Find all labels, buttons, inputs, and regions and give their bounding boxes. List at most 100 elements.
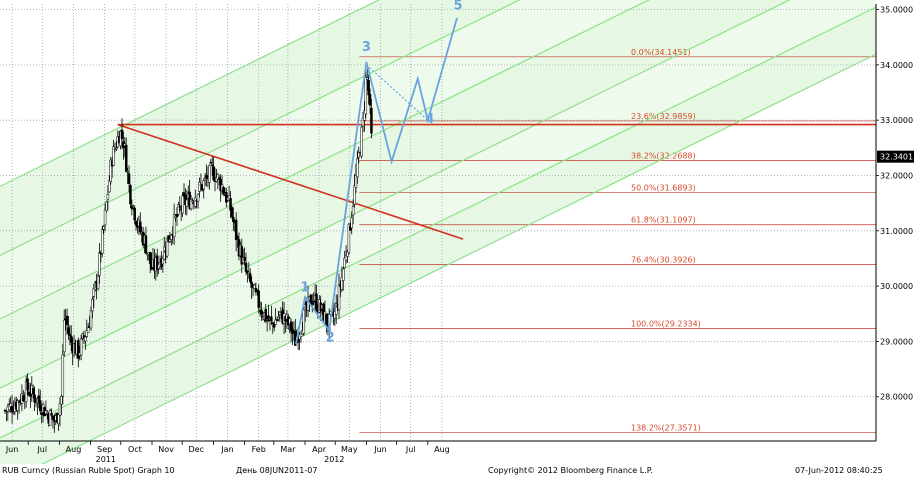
candle-body: [31, 388, 35, 395]
channel-line: [0, 0, 791, 389]
wave-projection: [295, 17, 458, 345]
candle-body: [191, 200, 194, 203]
candle-body: [216, 174, 220, 180]
candle-body: [167, 235, 170, 243]
y-tick-label: 31.0000: [880, 227, 913, 236]
candle-body: [264, 308, 267, 322]
candle-body: [315, 293, 318, 312]
footer-copyright: Copyright© 2012 Bloomberg Finance L.P.: [488, 466, 653, 475]
candle-body: [86, 327, 90, 333]
candle-body: [351, 206, 355, 216]
candle-body: [288, 318, 291, 325]
candle-body: [277, 316, 280, 320]
candle-body: [124, 144, 128, 172]
candle-body: [37, 395, 41, 403]
candle-body: [101, 229, 104, 254]
candle-body: [103, 209, 107, 226]
candle-body: [208, 165, 211, 183]
candle-body: [105, 201, 108, 211]
candle-body: [115, 147, 118, 150]
candle-body: [98, 252, 101, 276]
candle-body: [248, 273, 252, 282]
candle-body: [260, 310, 263, 315]
candle-body: [61, 354, 65, 397]
candle-body: [132, 205, 135, 207]
candle-body: [106, 194, 110, 200]
candle-body: [349, 225, 352, 231]
candle-body: [353, 185, 356, 205]
candle-body: [22, 395, 25, 402]
candle-body: [50, 413, 53, 416]
x-tick-label: Aug: [434, 445, 450, 454]
candle-body: [65, 315, 69, 326]
wave-labels: 1 2 3 4 5: [300, 0, 462, 345]
last-price-tag: [877, 150, 914, 163]
candle-body: [299, 332, 303, 337]
candle-body: [161, 258, 165, 265]
candle-body: [10, 406, 14, 413]
candle-body: [243, 256, 246, 262]
x-tick-label: Jul: [405, 445, 416, 454]
candle-body: [350, 217, 353, 229]
candle-body: [229, 197, 232, 211]
footer-period: День 08JUN2011-07: [236, 466, 318, 475]
grid-lines: [0, 4, 876, 441]
candle-body: [68, 333, 72, 336]
candle-body: [24, 380, 28, 402]
candle-body: [58, 403, 62, 416]
candle-body: [170, 234, 173, 240]
candle-body: [298, 334, 301, 340]
price-candles: [3, 69, 373, 433]
candle-body: [342, 268, 345, 281]
x-tick-label: Mar: [280, 445, 296, 454]
candle-body: [368, 93, 372, 106]
candle-body: [16, 400, 19, 411]
y-tick-label: 34.0000: [880, 61, 913, 70]
y-tick-label: 35.0000: [880, 6, 913, 15]
candle-body: [91, 299, 94, 312]
footer-security: RUB Curncy (Russian Ruble Spot) Graph 10: [2, 466, 175, 475]
candle-body: [60, 395, 63, 405]
candle-body: [127, 173, 131, 184]
candle-body: [367, 80, 370, 96]
x-tick-label: Jun: [5, 445, 19, 454]
candle-body: [92, 288, 96, 297]
candle-body: [364, 76, 368, 115]
candle-body: [177, 204, 180, 215]
candle-body: [194, 197, 197, 207]
candle-body: [163, 246, 166, 260]
downtrend-line: [117, 123, 464, 240]
candle-body: [346, 251, 349, 257]
candle-body: [120, 129, 124, 139]
wave-label: 3: [362, 40, 371, 55]
candle-body: [155, 255, 159, 270]
trend-lines: [117, 123, 876, 240]
y-tick-label: 33.0000: [880, 116, 913, 125]
candle-body: [225, 191, 228, 203]
candle-body: [247, 271, 251, 274]
wave-label: 5: [453, 0, 462, 14]
channel-line: [0, 0, 381, 187]
x-tick-label: Oct: [128, 445, 142, 454]
candle-body: [274, 319, 277, 325]
wave-label: 4: [425, 112, 434, 127]
candle-body: [126, 171, 129, 173]
candle-body: [240, 246, 244, 265]
candle-body: [48, 410, 52, 426]
candle-body: [178, 205, 182, 208]
candle-body: [181, 195, 184, 214]
candle-body: [244, 262, 248, 272]
x-tick-label: Jul: [36, 445, 47, 454]
wave-label: 1: [300, 281, 309, 296]
candle-body: [334, 303, 338, 315]
candle-body: [257, 290, 260, 308]
candle-body: [112, 146, 115, 166]
candle-body: [340, 277, 344, 290]
x-tick-label: Jan: [220, 445, 233, 454]
candle-body: [198, 182, 201, 192]
wave-dotted-projection: [366, 64, 429, 121]
footer-timestamp: 07-Jun-2012 08:40:25: [795, 466, 883, 475]
candle-body: [57, 414, 60, 424]
candle-body: [222, 187, 225, 194]
y-tick-label: 28.0000: [880, 393, 913, 402]
